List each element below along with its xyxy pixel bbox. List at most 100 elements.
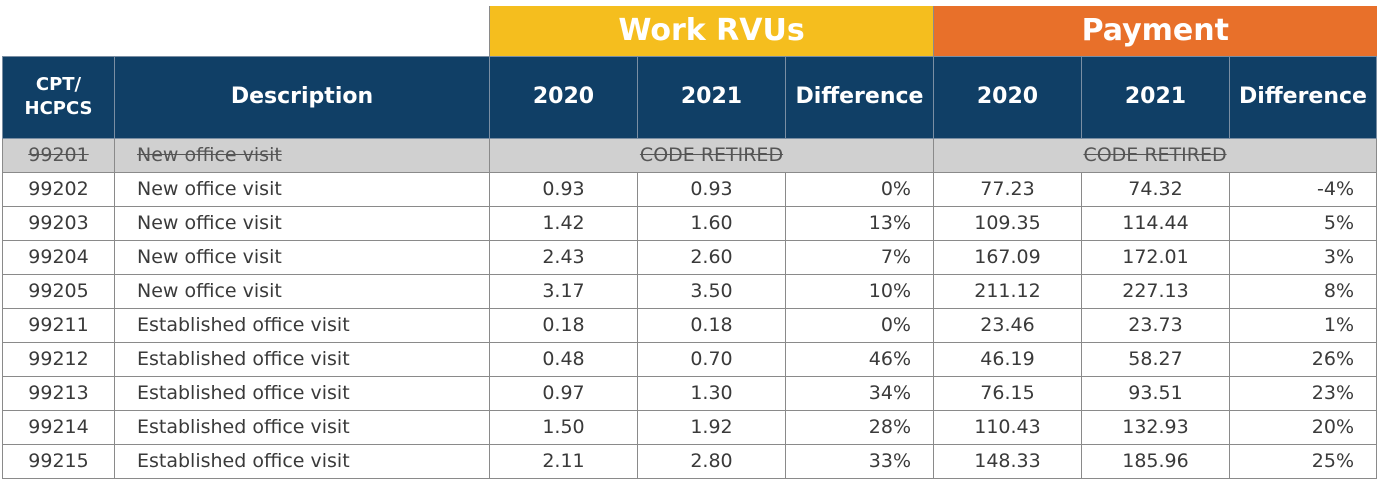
cell-pay-diff: 26%	[1228, 341, 1378, 377]
cell-pay-2021: 93.51	[1081, 375, 1230, 411]
cell-pay-2020: 167.09	[933, 239, 1082, 275]
table-row: 99212 Established office visit 0.48 0.70 46%…	[2, 341, 1378, 377]
group-header-row: Work RVUs Payment	[2, 6, 1377, 56]
cell-pay-2020: 23.46	[933, 307, 1082, 343]
cell-pay-2021: 227.13	[1081, 273, 1230, 309]
table-row-retired: 99201 New office visit CODE RETIRED CODE…	[2, 137, 1378, 173]
cell-rvu-diff: 10%	[785, 273, 934, 309]
cell-pay-2020: 109.35	[933, 205, 1082, 241]
cell-rvu-diff: 13%	[785, 205, 934, 241]
cell-rvu-2021: 1.92	[637, 409, 786, 445]
cell-code: 99202	[2, 171, 115, 207]
group-header-payment: Payment	[932, 6, 1377, 56]
cell-rvu-2020: 1.50	[489, 409, 638, 445]
cell-pay-2021: 74.32	[1081, 171, 1230, 207]
table-row: 99203 New office visit 1.42 1.60 13% 109.35 11…	[2, 205, 1378, 241]
cell-pay-diff: 1%	[1228, 307, 1378, 343]
cell-description: New office visit	[114, 137, 490, 173]
cell-code: 99204	[2, 239, 115, 275]
table-body: 99201 New office visit CODE RETIRED CODE…	[2, 137, 1378, 479]
cell-rvu-diff: 0%	[785, 171, 934, 207]
column-header-rvu-2021: 2021	[637, 55, 786, 139]
cell-description: Established office visit	[114, 375, 490, 411]
group-header-work-rvus: Work RVUs	[489, 6, 934, 56]
cell-description: New office visit	[114, 171, 490, 207]
cell-rvu-2020: 0.93	[489, 171, 638, 207]
table-row: 99213 Established office visit 0.97 1.30 34%…	[2, 375, 1378, 411]
cell-pay-diff: 23%	[1228, 375, 1378, 411]
cell-pay-2021: 172.01	[1081, 239, 1230, 275]
cell-code: 99214	[2, 409, 115, 445]
cell-rvu-2021: 2.80	[637, 443, 786, 479]
column-header-code: CPT/ HCPCS	[2, 55, 115, 139]
cell-pay-diff: 8%	[1228, 273, 1378, 309]
cell-description: New office visit	[114, 205, 490, 241]
cell-pay-2021: 114.44	[1081, 205, 1230, 241]
cell-code: 99203	[2, 205, 115, 241]
cell-rvu-diff: 33%	[785, 443, 934, 479]
cell-pay-2020: 148.33	[933, 443, 1082, 479]
cell-rvu-2020: 0.18	[489, 307, 638, 343]
table-row: 99202 New office visit 0.93 0.93 0% 77.23 74.3…	[2, 171, 1378, 207]
table-row: 99214 Established office visit 1.50 1.92 28%…	[2, 409, 1378, 445]
cell-description: New office visit	[114, 239, 490, 275]
cell-rvu-diff: 46%	[785, 341, 934, 377]
cell-rvu-2021: 2.60	[637, 239, 786, 275]
cell-code: 99201	[2, 137, 115, 173]
cell-code: 99215	[2, 443, 115, 479]
cell-pay-retired-note: CODE RETIRED	[932, 137, 1378, 173]
cell-pay-2021: 58.27	[1081, 341, 1230, 377]
cell-pay-2020: 110.43	[933, 409, 1082, 445]
cell-pay-2021: 185.96	[1081, 443, 1230, 479]
cell-rvu-2020: 2.11	[489, 443, 638, 479]
cell-description: Established office visit	[114, 307, 490, 343]
cell-rvu-diff: 7%	[785, 239, 934, 275]
cell-code: 99213	[2, 375, 115, 411]
column-header-description: Description	[114, 55, 490, 139]
cell-rvu-2021: 1.60	[637, 205, 786, 241]
cell-pay-2021: 132.93	[1081, 409, 1230, 445]
column-header-pay-2020: 2020	[933, 55, 1082, 139]
cell-rvu-diff: 28%	[785, 409, 934, 445]
cell-pay-2020: 46.19	[933, 341, 1082, 377]
cell-rvu-2020: 1.42	[489, 205, 638, 241]
cell-description: Established office visit	[114, 409, 490, 445]
column-header-row: CPT/ HCPCS Description 2020 2021 Differe…	[2, 55, 1378, 139]
column-header-code-line1: CPT/	[35, 74, 82, 95]
cell-rvu-2021: 0.18	[637, 307, 786, 343]
rvu-payment-table: Work RVUs Payment CPT/ HCPCS Description…	[2, 6, 1378, 479]
cell-pay-2020: 77.23	[933, 171, 1082, 207]
cell-rvu-2020: 0.97	[489, 375, 638, 411]
cell-rvu-2020: 3.17	[489, 273, 638, 309]
column-header-pay-2021: 2021	[1081, 55, 1230, 139]
cell-pay-diff: 20%	[1228, 409, 1378, 445]
cell-description: Established office visit	[114, 341, 490, 377]
cell-description: New office visit	[114, 273, 490, 309]
cell-pay-diff: 3%	[1228, 239, 1378, 275]
cell-rvu-2021: 1.30	[637, 375, 786, 411]
cell-rvu-2021: 0.70	[637, 341, 786, 377]
cell-pay-2020: 211.12	[933, 273, 1082, 309]
cell-rvu-retired-note: CODE RETIRED	[489, 137, 934, 173]
cell-rvu-diff: 34%	[785, 375, 934, 411]
cell-description: Established office visit	[114, 443, 490, 479]
cell-rvu-diff: 0%	[785, 307, 934, 343]
cell-code: 99212	[2, 341, 115, 377]
cell-pay-diff: -4%	[1228, 171, 1378, 207]
table-row: 99204 New office visit 2.43 2.60 7% 167.09 172…	[2, 239, 1378, 275]
cell-rvu-2020: 0.48	[489, 341, 638, 377]
cell-rvu-2021: 3.50	[637, 273, 786, 309]
group-header-blank	[2, 6, 490, 56]
cell-pay-diff: 5%	[1228, 205, 1378, 241]
cell-code: 99205	[2, 273, 115, 309]
cell-pay-2020: 76.15	[933, 375, 1082, 411]
column-header-pay-difference: Difference	[1228, 55, 1378, 139]
cell-rvu-2021: 0.93	[637, 171, 786, 207]
column-header-rvu-difference: Difference	[785, 55, 934, 139]
table-row: 99205 New office visit 3.17 3.50 10% 211.12 22…	[2, 273, 1378, 309]
cell-pay-diff: 25%	[1228, 443, 1378, 479]
cell-pay-2021: 23.73	[1081, 307, 1230, 343]
column-header-code-line2: HCPCS	[24, 98, 93, 119]
cell-rvu-2020: 2.43	[489, 239, 638, 275]
table-row: 99215 Established office visit 2.11 2.80 33%…	[2, 443, 1378, 479]
